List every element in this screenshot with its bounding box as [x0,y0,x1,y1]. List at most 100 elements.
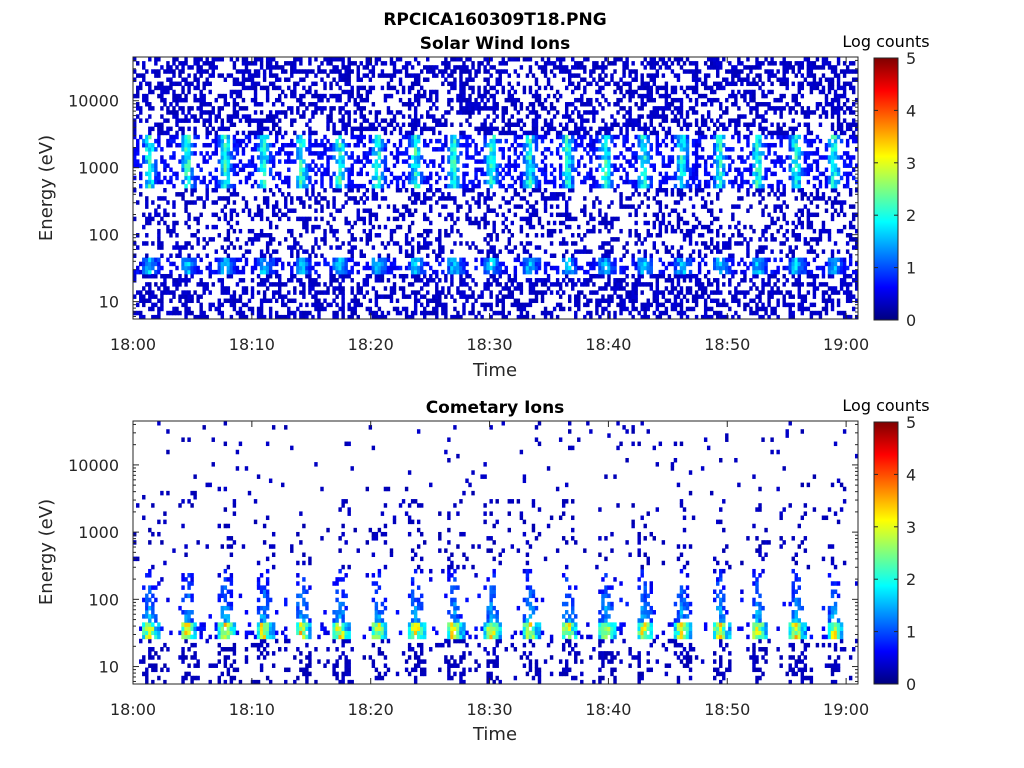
heatmap-cell [244,257,249,263]
heatmap-cell [274,61,279,66]
heatmap-cell [226,151,231,156]
heatmap-cell [419,294,424,299]
heatmap-cell [344,183,348,189]
heatmap-cell [574,216,578,222]
heatmap-cell [368,126,373,132]
heatmap-cell [398,110,403,115]
heatmap-cell [631,282,635,287]
heatmap-cell [574,122,578,127]
heatmap-cell [558,142,563,148]
heatmap-cell [646,302,650,308]
heatmap-cell [157,134,161,140]
heatmap-cell [320,93,324,99]
heatmap-cell [450,273,454,279]
heatmap-cell [583,57,587,62]
heatmap-cell [637,175,641,181]
heatmap-cell [226,237,231,242]
heatmap-cell [519,224,524,230]
heatmap-cell [667,314,672,320]
heatmap-cell [435,122,439,127]
heatmap-cell [474,257,478,263]
heatmap-cell [607,102,611,107]
heatmap-cell [314,261,318,267]
heatmap-cell [462,265,466,271]
heatmap-cell [323,196,327,201]
heatmap-cell [649,282,653,287]
heatmap-cell [196,241,200,246]
heatmap-cell [522,155,527,160]
heatmap-cell [429,265,433,271]
heatmap-cell [326,73,330,78]
heatmap-cell [625,265,629,271]
heatmap-cell [604,142,608,148]
heatmap-cell [208,102,212,107]
heatmap-cell [148,89,152,95]
heatmap-cell [184,278,188,283]
heatmap-cell [643,130,647,136]
heatmap-cell [589,126,593,132]
heatmap-cell [528,224,533,230]
heatmap-cell [217,233,221,238]
heatmap-cell [564,241,569,246]
heatmap-cell [259,310,264,316]
heatmap-cell [589,102,593,107]
heatmap-cell [410,282,415,287]
heatmap-cell [305,302,309,308]
heatmap-cell [604,249,608,254]
heatmap-cell [314,294,318,299]
heatmap-cell [534,290,539,295]
heatmap-cell [163,163,167,168]
heatmap-cell [392,155,397,160]
heatmap-cell [426,282,430,287]
heatmap-cell [362,114,366,119]
heatmap-cell [492,224,496,230]
heatmap-cell [528,175,533,181]
heatmap-cell [407,106,412,111]
heatmap-cell [655,69,660,74]
heatmap-cell [317,65,321,70]
heatmap-cell [438,233,442,238]
heatmap-cell [589,134,593,140]
heatmap-cell [450,151,454,156]
heatmap-cell [347,142,351,148]
heatmap-cell [169,167,173,173]
heatmap-cell [314,73,318,78]
heatmap-cell [423,142,427,148]
heatmap-cell [438,130,442,136]
heatmap-cell [187,85,191,91]
heatmap-cell [619,257,623,263]
heatmap-cell [447,257,451,263]
heatmap-cell [546,122,551,127]
heatmap-cell [435,171,439,177]
heatmap-cell [453,257,457,263]
heatmap-cell [226,188,231,193]
heatmap-cell [679,269,684,275]
heatmap-cell [377,273,382,279]
heatmap-cell [350,134,354,140]
heatmap-cell [268,298,273,304]
heatmap-cell [610,269,614,275]
heatmap-cell [519,282,524,287]
heatmap-cell [145,159,149,164]
heatmap-cell [495,171,499,177]
heatmap-cell [308,126,312,132]
heatmap-cell [528,220,533,226]
heatmap-cell [531,130,536,136]
heatmap-cell [265,196,270,201]
heatmap-cell [296,265,300,271]
heatmap-cell [426,196,430,201]
heatmap-cell [169,65,173,70]
heatmap-cell [658,188,663,193]
heatmap-cell [383,224,388,230]
heatmap-cell [299,269,303,275]
heatmap-cell [555,57,560,62]
heatmap-cell [589,147,593,152]
heatmap-cell [598,126,602,132]
heatmap-cell [329,224,333,230]
heatmap-cell [347,77,351,82]
heatmap-cell [661,212,666,218]
heatmap-cell [673,306,678,312]
heatmap-cell [368,77,373,82]
heatmap-cell [501,167,505,173]
heatmap-cell [646,282,650,287]
